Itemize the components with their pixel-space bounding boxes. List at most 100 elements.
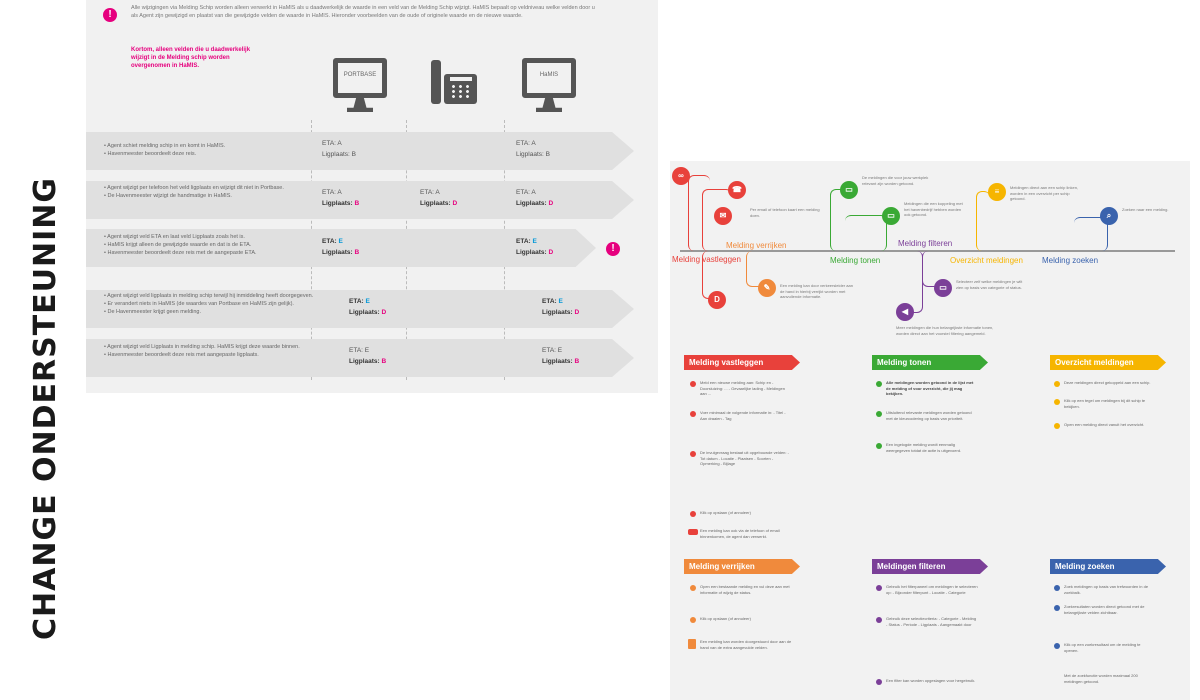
hamis-label: HaMIS (539, 72, 559, 78)
bullet-dot (1054, 605, 1060, 611)
portbase-cell: ETA: A Ligplaats: B (322, 189, 360, 207)
screen-icon: ▭ (882, 207, 900, 225)
section-item: Een melding kan worden doorgestuurd door… (700, 639, 792, 650)
bullet-dot (876, 617, 882, 623)
bullet-dot (1054, 399, 1060, 405)
section-item: Voer minimaal de volgende informatie in:… (700, 410, 786, 421)
bullet-dot (690, 511, 696, 517)
bullet-dot (876, 585, 882, 591)
section-item: Een ingelogde melding wordt eenmalig wee… (886, 442, 962, 453)
phone-icon (431, 60, 477, 104)
timeline-label-verrijken: Melding verrijken (726, 241, 787, 250)
bullet-dot (690, 381, 696, 387)
timeline-label-vastleggen: Melding vastleggen (672, 255, 741, 264)
section-item: Gebruik het filterpaneel om meldingen te… (886, 584, 978, 595)
exclamation-icon: ! (606, 242, 620, 256)
monitor-icon: ▭ (934, 279, 952, 297)
connector (845, 215, 887, 251)
right-panel-process-overview: ∞ ☎ ✉ D ✎ ▭ ▭ ▭ ◀ ≡ ⌕ Melding vastleggen… (670, 161, 1190, 700)
bullet-dot (1054, 643, 1060, 649)
timeline-note: Meldingen direct aan een schip linken, w… (1010, 185, 1079, 201)
megaphone-icon: ◀ (896, 303, 914, 321)
vertical-page-title: CHANGE ONDERSTEUNING (28, 176, 63, 640)
section-item: Meld een nieuwe melding aan: Schip en - … (700, 380, 785, 396)
portbase-label: PORTBASE (343, 72, 377, 78)
portbase-cell: ETA: E Ligplaats: B (322, 238, 360, 256)
timeline-note: Zoeken naar een melding. (1122, 207, 1169, 212)
section-item: Uitsluitend relevante meldingen worden g… (886, 410, 972, 421)
section-item: Open een bestaande melding en vul deze a… (700, 584, 790, 595)
bullet-dot (876, 443, 882, 449)
bullet-dot (1054, 423, 1060, 429)
bullet-dot (690, 617, 696, 623)
timeline-note: Selecteer zelf welke meldingen je wilt z… (956, 279, 1023, 290)
edit-icon (688, 639, 696, 649)
list-icon: ≡ (988, 183, 1006, 201)
bullet-dot (690, 451, 696, 457)
portbase-cell: ETA: E Ligplaats: B (349, 347, 387, 365)
hamis-monitor-icon: HaMIS (522, 58, 576, 98)
table-row (86, 339, 634, 377)
bullet-dot (1054, 585, 1060, 591)
timeline-label-zoeken: Melding zoeken (1042, 256, 1099, 265)
section-header: Melding vastleggen (684, 355, 800, 370)
section-header: Melding zoeken (1050, 559, 1166, 574)
section-header: Overzicht meldingen (1050, 355, 1166, 370)
section-item: Gebruik deze selectiecriteria: - Categor… (886, 616, 977, 627)
section-item: Klik op opslaan (of annuleer) (700, 510, 751, 515)
timeline-note: Meer meldingen die hun belangrijkste inf… (896, 325, 994, 336)
section-header: Meldingen filteren (872, 559, 988, 574)
portbase-monitor-icon: PORTBASE (333, 58, 387, 98)
glasses-icon: ∞ (672, 167, 690, 185)
section-item: Een filter kan worden opgeslagen voor he… (886, 678, 976, 683)
section-header: Melding verrijken (684, 559, 800, 574)
section-header: Melding tonen (872, 355, 988, 370)
timeline-note: De meldingen die voor jouw werkplek rele… (862, 175, 929, 186)
section-item: Klik op een tegel om meldingen bij dit s… (1064, 398, 1146, 409)
portbase-cell: ETA: E Ligplaats: D (349, 298, 387, 316)
left-panel-hamis-example: ! Alle wijzigingen via Melding Schip wor… (86, 0, 658, 393)
connector (746, 251, 764, 287)
glasses-icon (688, 529, 698, 535)
connector (905, 251, 923, 313)
exclamation-icon: ! (103, 8, 117, 22)
hamis-cell: ETA: E Ligplaats: B (542, 347, 580, 365)
connector (1074, 217, 1108, 251)
search-icon: ⌕ (1100, 207, 1118, 225)
connector (976, 191, 990, 251)
section-item: Een melding kan ook via de telefoon of e… (700, 528, 780, 539)
connector (702, 189, 732, 251)
row-bullets: • Agent wijzigt veld ETA en laat veld Li… (104, 234, 257, 256)
section-item: Klik op opslaan (of annuleer) (700, 616, 751, 621)
section-item: Alle meldingen worden getoond in de lijs… (886, 380, 974, 396)
timeline-note: Meldingen die een koppeling met het have… (904, 201, 963, 217)
connector (688, 175, 710, 251)
section-item: Open een melding direct vanuit het overz… (1064, 422, 1145, 427)
hamis-cell: ETA: E Ligplaats: D (542, 298, 580, 316)
bullet-dot (690, 411, 696, 417)
timeline-note: Per email of telefoon kaart een melding … (750, 207, 820, 218)
intro-text: Alle wijzigingen via Melding Schip worde… (131, 5, 595, 19)
section-item: Zoekresultaten worden direct getoond met… (1064, 604, 1145, 615)
table-row (86, 290, 634, 328)
edit-icon: ✎ (758, 279, 776, 297)
row-bullets: • Agent wijzigt per telefoon het veld li… (104, 185, 284, 199)
table-row (86, 181, 634, 219)
monitor-stand-icon (347, 98, 373, 112)
mail-icon: ✉ (714, 207, 732, 225)
hamis-cell: ETA: A Ligplaats: D (516, 189, 554, 207)
row-bullets: • Agent schiet melding schip in en komt … (104, 143, 226, 157)
portbase-cell: ETA: A Ligplaats: B (322, 140, 356, 158)
section-item: Deze meldingen direct gekoppeld aan een … (1064, 380, 1151, 385)
section-item: Klik op een zoekresultaat om de melding … (1064, 642, 1141, 653)
table-row (86, 132, 634, 170)
hamis-cell: ETA: A Ligplaats: B (516, 140, 550, 158)
bullet-dot (876, 381, 882, 387)
pink-note: Kortom, alleen velden die u daadwerkelij… (131, 47, 251, 69)
bullet-dot (876, 411, 882, 417)
table-row (86, 229, 596, 267)
phone-icon: ☎ (728, 181, 746, 199)
section-item: De invulgevraag bestaat uit opgebouwde v… (700, 450, 789, 466)
timeline-label-tonen: Melding tonen (830, 256, 881, 265)
row-bullets: • Agent wijzigt veld ligplaats in meldin… (104, 293, 314, 315)
